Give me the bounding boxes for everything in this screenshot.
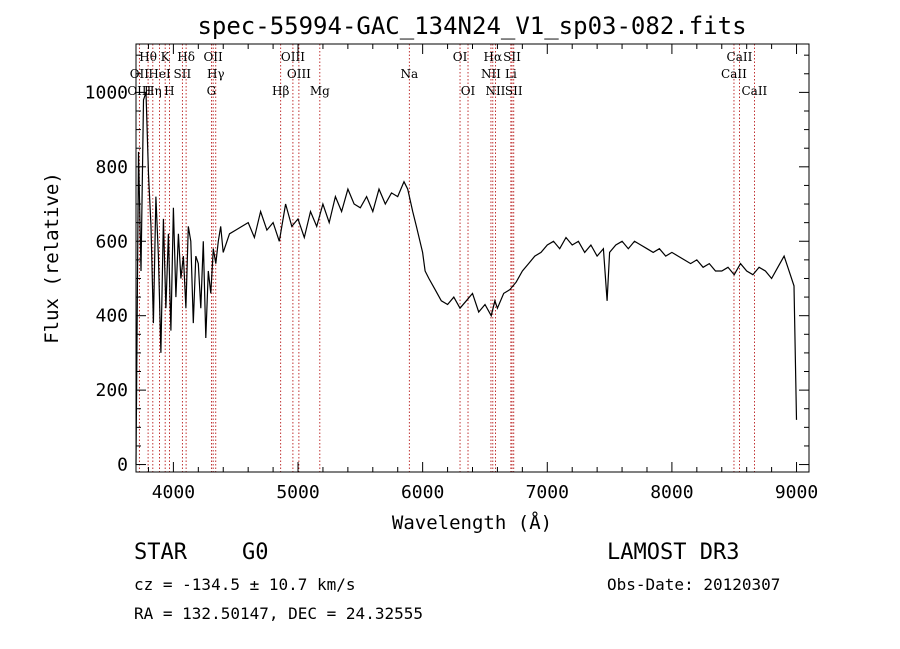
spectral-line-label: CaII <box>741 84 767 98</box>
spectral-line-label: H <box>164 84 174 98</box>
spectral-line-label: OI <box>461 84 476 98</box>
spectral-line-label: G <box>207 84 217 98</box>
x-tick-label: 4000 <box>152 482 195 503</box>
spectral-line-markers <box>138 44 755 472</box>
y-axis-label: Flux (relative) <box>41 172 63 344</box>
spectral-line-label: Li <box>505 67 517 81</box>
y-tick-label: 1000 <box>85 82 128 103</box>
spectral-line-label: Na <box>400 67 418 81</box>
y-tick-label: 600 <box>95 231 128 252</box>
spectral-subclass: G0 <box>242 540 269 565</box>
y-tick-label: 200 <box>95 380 128 401</box>
coordinates: RA = 132.50147, DEC = 24.32555 <box>134 604 423 623</box>
spectral-line-label: Mg <box>310 84 330 98</box>
spectral-line-label: SII <box>503 50 521 64</box>
spectral-line-label: Hη <box>144 84 162 98</box>
object-class: STAR <box>134 540 187 565</box>
spectral-line-label: K <box>161 50 171 64</box>
x-tick-label: 5000 <box>276 482 319 503</box>
radial-velocity: cz = -134.5 ± 10.7 km/s <box>134 575 356 594</box>
plot-frame <box>135 43 810 473</box>
y-tick-label: 0 <box>117 455 128 476</box>
x-tick-label: 8000 <box>650 482 693 503</box>
x-tick-label: 6000 <box>401 482 444 503</box>
spectral-line-label: OIII <box>287 67 311 81</box>
x-tick-label: 9000 <box>775 482 818 503</box>
spectral-line-label: CaII <box>721 67 747 81</box>
spectral-line-label: HeI <box>148 67 171 81</box>
observation-date: Obs-Date: 20120307 <box>607 575 781 594</box>
spectral-line-label: OII <box>203 50 223 64</box>
spectral-line-label: NII <box>481 67 501 81</box>
x-axis-ticks: 4000 5000 6000 7000 8000 9000 <box>147 44 818 503</box>
spectral-line-label: OIII <box>281 50 305 64</box>
x-tick-label: 7000 <box>526 482 569 503</box>
y-axis-ticks: 0 200 400 600 800 1000 <box>85 54 809 476</box>
x-axis-label: Wavelength (Å) <box>392 511 552 534</box>
spectral-line-label: Hθ <box>139 50 157 64</box>
spectral-line-label: Hα <box>484 50 503 64</box>
spectral-line-label: Hβ <box>272 84 289 98</box>
survey-name: LAMOST DR3 <box>607 540 740 565</box>
spectrum-line <box>135 92 798 465</box>
spectral-line-label: SII <box>174 67 192 81</box>
y-tick-label: 800 <box>95 157 128 178</box>
y-tick-label: 400 <box>95 306 128 327</box>
spectral-line-label: Hγ <box>207 67 225 81</box>
spectral-line-label: OI <box>453 50 468 64</box>
chart-title: spec-55994-GAC_134N24_V1_sp03-082.fits <box>197 12 746 40</box>
spectral-line-label: NII <box>485 84 505 98</box>
spectral-line-label: CaII <box>727 50 753 64</box>
spectral-line-label: SII <box>505 84 523 98</box>
spectral-line-label: Hδ <box>177 50 195 64</box>
